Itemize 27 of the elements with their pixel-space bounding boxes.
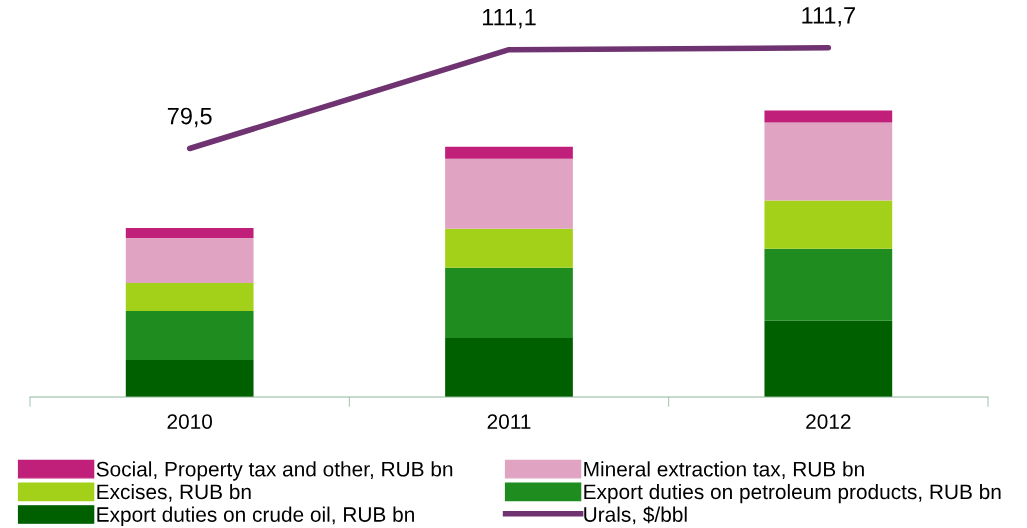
legend-label: Export duties on petroleum products, RUB bn <box>584 483 1001 504</box>
bar <box>125 283 254 312</box>
bar <box>764 110 893 123</box>
legend-label: Mineral extraction tax, RUB bn <box>584 461 864 480</box>
x-tick-label: 2012 <box>806 414 851 429</box>
bar <box>445 228 573 268</box>
x-tick-label: 2010 <box>167 414 213 429</box>
bar <box>764 248 893 321</box>
x-tick-label: 2011 <box>487 414 531 429</box>
bar <box>125 311 254 361</box>
bar <box>125 360 254 397</box>
bar <box>764 122 893 201</box>
bar <box>445 146 573 159</box>
data-label: 111,7 <box>802 7 855 27</box>
bar <box>125 228 254 239</box>
bar <box>764 200 893 249</box>
legend-label: Excises, RUB bn <box>97 483 251 502</box>
legend-label: Urals, $/bbl <box>584 506 687 525</box>
data-label: 79,5 <box>167 107 212 128</box>
bar <box>445 158 573 229</box>
data-label: 111,1 <box>483 9 536 29</box>
bar <box>764 320 893 397</box>
bar <box>445 337 573 397</box>
legend-label: Social, Property tax and other, RUB bn <box>96 461 453 481</box>
bar <box>125 238 254 283</box>
legend-label: Export duties on crude oil, RUB bn <box>97 506 414 526</box>
bar <box>445 267 573 338</box>
